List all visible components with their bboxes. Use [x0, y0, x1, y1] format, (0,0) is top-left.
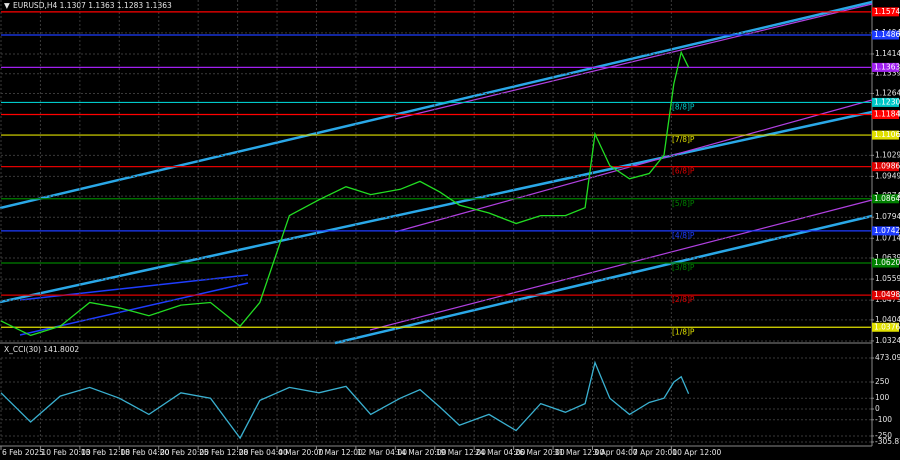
level-label: 1.0986 — [874, 162, 900, 171]
y-tick-label: 1.0559 — [875, 274, 900, 283]
x-tick-label: 4 Mar 20:00 — [278, 448, 324, 457]
murray-label: [5/8]P — [672, 199, 695, 208]
murray-label: [6/8]P — [672, 167, 695, 176]
chart-title: EURUSD,H4 1.1307 1.1363 1.1283 1.1363 — [13, 1, 172, 10]
y-tick-label: 1.0404 — [875, 315, 900, 324]
level-label: 1.0742 — [874, 226, 900, 235]
level-box — [872, 322, 899, 332]
y-tick-label: -305.8779 — [875, 437, 900, 446]
x-tick-label: 10 Feb 20:00 — [41, 448, 90, 457]
level-label: 1.1574 — [874, 7, 900, 16]
y-tick-label: -250 — [875, 431, 892, 440]
y-tick-label: 1.1029 — [875, 150, 900, 159]
x-tick-label: 18 Feb 04:00 — [120, 448, 169, 457]
level-box — [872, 162, 899, 172]
x-tick-label: 14 Mar 20:00 — [396, 448, 446, 457]
price-line — [0, 50, 690, 337]
x-tick-label: 26 Mar 20:00 — [515, 448, 565, 457]
y-tick-label: 1.1339 — [875, 69, 900, 78]
level-label: 1.1230 — [874, 97, 900, 106]
level-label: 1.0376 — [874, 322, 900, 331]
murray-label: [2/8]P — [672, 295, 695, 304]
murray-label: [8/8]P — [672, 102, 695, 111]
channel-line — [394, 3, 873, 120]
level-box — [872, 130, 899, 140]
level-box — [872, 62, 899, 72]
title-marker: ▼ — [4, 1, 10, 10]
y-tick-label: 1.0794 — [875, 212, 900, 221]
x-tick-label: 7 Mar 12:00 — [317, 448, 363, 457]
x-tick-label: 25 Feb 12:00 — [199, 448, 248, 457]
x-tick-label: 3 Apr 04:00 — [594, 448, 638, 457]
level-box — [872, 194, 899, 204]
y-tick-label: 1.1414 — [875, 49, 900, 58]
x-tick-label: 24 Mar 04:00 — [475, 448, 525, 457]
level-label: 1.1106 — [874, 130, 900, 139]
x-tick-label: 31 Mar 12:00 — [554, 448, 604, 457]
level-box — [872, 30, 899, 40]
level-label: 1.1486 — [874, 30, 900, 39]
y-tick-label: 1.0714 — [875, 233, 900, 242]
indicator-title: X_CCI(30) 141.8002 — [4, 345, 79, 354]
level-box — [872, 226, 899, 236]
y-tick-label: 1.0479 — [875, 295, 900, 304]
level-label: 1.1184 — [874, 110, 900, 119]
level-label: 1.1363 — [874, 62, 900, 71]
channel-line — [334, 214, 873, 345]
x-tick-label: 19 Mar 12:00 — [436, 448, 486, 457]
level-label: 1.0620 — [874, 258, 900, 267]
x-tick-label: 12 Mar 04:00 — [357, 448, 407, 457]
y-tick-label: 1.0324 — [875, 336, 900, 345]
level-box — [872, 258, 899, 268]
level-box — [872, 110, 899, 120]
channel-line — [369, 199, 873, 331]
x-tick-label: 28 Feb 04:00 — [239, 448, 288, 457]
y-tick-label: 1.0949 — [875, 171, 900, 180]
level-box — [872, 97, 899, 107]
y-tick-label: 100 — [875, 393, 890, 402]
level-label: 1.0864 — [874, 194, 900, 203]
x-tick-label: 13 Feb 12:00 — [81, 448, 130, 457]
murray-label: [3/8]P — [672, 263, 695, 272]
level-box — [872, 290, 899, 300]
y-tick-label: 1.1264 — [875, 88, 900, 97]
channel-line — [0, 0, 873, 210]
y-tick-label: 250 — [875, 377, 890, 386]
murray-label: [4/8]P — [672, 231, 695, 240]
level-box — [872, 7, 899, 17]
price-line — [0, 360, 690, 440]
y-tick-label: 0 — [875, 404, 880, 413]
channel-line — [0, 110, 873, 304]
x-tick-label: 7 Apr 20:00 — [633, 448, 677, 457]
y-tick-label: -100 — [875, 415, 892, 424]
y-tick-label: 1.0639 — [875, 253, 900, 262]
level-label: 1.0498 — [874, 290, 900, 299]
x-tick-label: 6 Feb 2025 — [2, 448, 44, 457]
murray-label: [1/8]P — [672, 327, 695, 336]
murray-label: [7/8]P — [672, 135, 695, 144]
y-tick-label: 473.0924 — [875, 353, 900, 362]
x-tick-label: 10 Apr 12:00 — [672, 448, 721, 457]
x-tick-label: 20 Feb 20:00 — [160, 448, 209, 457]
